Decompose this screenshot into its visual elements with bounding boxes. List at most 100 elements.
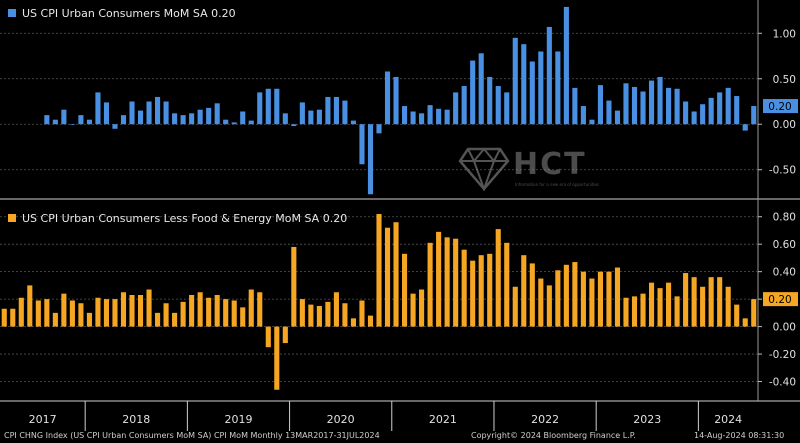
- headline-panel-y-tick-label: 1.00: [773, 28, 796, 40]
- headline-panel-bar: [265, 88, 271, 125]
- core-panel-bar: [683, 273, 689, 327]
- watermark-text: HCT: [513, 147, 587, 182]
- core-panel-bar: [648, 282, 655, 327]
- core-panel-bar: [384, 227, 391, 327]
- core-panel-bar: [504, 242, 510, 327]
- core-panel-bar: [393, 222, 399, 327]
- headline-panel-bar: [146, 101, 152, 125]
- legend-core-cpi-label: US CPI Urban Consumers Less Food & Energ…: [22, 212, 348, 225]
- core-panel-bar: [538, 278, 544, 327]
- headline-panel-bar: [512, 37, 518, 125]
- headline-panel-bar: [674, 88, 680, 125]
- core-panel-bar: [180, 301, 186, 327]
- headline-panel-bar: [78, 115, 84, 125]
- core-panel-bar: [521, 255, 527, 327]
- headline-panel-bar: [734, 96, 740, 125]
- footer-copyright: Copyright© 2024 Bloomberg Finance L.P.: [471, 431, 636, 440]
- headline-panel-bar: [172, 113, 178, 125]
- headline-panel-bar: [291, 124, 297, 127]
- core-panel-bar: [52, 312, 58, 327]
- core-panel-bar: [282, 326, 288, 344]
- core-panel-bar: [666, 282, 672, 327]
- headline-panel-bar: [538, 51, 544, 125]
- headline-panel-bar: [683, 101, 689, 125]
- footer-source: CPI CHNG Index (US CPI Urban Consumers M…: [4, 431, 380, 440]
- x-year-label: 2020: [327, 413, 355, 426]
- core-panel-bar: [78, 303, 84, 327]
- core-panel-bar: [572, 262, 578, 327]
- core-panel-bar: [657, 288, 663, 327]
- core-panel-bar: [325, 301, 331, 327]
- core-panel-y-tick-label: 0.80: [773, 212, 796, 224]
- headline-panel-bar: [419, 113, 425, 125]
- headline-panel-y-tick-label: 0.00: [773, 119, 796, 131]
- core-panel-bar: [69, 300, 75, 327]
- headline-panel-bar: [137, 110, 144, 125]
- core-panel-bar: [751, 299, 757, 327]
- core-panel-y-tick-label: 0.60: [773, 239, 796, 251]
- core-panel-bar: [291, 246, 297, 327]
- core-panel-bar: [359, 300, 365, 327]
- core-panel-bar: [640, 293, 646, 327]
- core-panel-bar: [367, 315, 374, 327]
- headline-panel-bar: [155, 96, 161, 125]
- legend-headline-cpi-label: US CPI Urban Consumers MoM SA 0.20: [22, 7, 236, 20]
- legend-swatch-blue-icon: [8, 9, 16, 17]
- headline-panel-bar: [52, 119, 58, 125]
- core-panel-bar: [742, 318, 748, 327]
- core-panel-bar: [95, 297, 101, 327]
- headline-panel-bar: [487, 76, 493, 125]
- headline-panel-bar: [708, 97, 714, 125]
- headline-panel-bar: [44, 115, 50, 125]
- core-panel-bar: [700, 286, 706, 327]
- headline-panel-bar: [342, 100, 348, 125]
- headline-panel-bar: [606, 100, 612, 125]
- core-panel-bar: [419, 289, 425, 327]
- core-panel-bar: [717, 277, 723, 327]
- headline-panel-bar: [333, 96, 339, 125]
- core-panel-y-tick-label: -0.40: [769, 377, 796, 389]
- x-year-label: 2018: [122, 413, 150, 426]
- core-panel-bar: [18, 297, 24, 327]
- headline-panel-bar: [631, 86, 638, 125]
- headline-panel-bar: [725, 87, 731, 125]
- headline-panel-bar: [742, 124, 748, 131]
- headline-panel-bar: [86, 119, 92, 125]
- core-panel-bar: [137, 295, 144, 327]
- headline-panel-bar: [69, 124, 75, 125]
- core-panel-bar: [401, 253, 408, 327]
- headline-panel-bar: [495, 86, 501, 125]
- legend-headline-cpi: US CPI Urban Consumers MoM SA 0.20: [8, 7, 236, 20]
- headline-panel-bar: [717, 92, 723, 125]
- core-panel-bar: [606, 271, 612, 327]
- headline-panel-bar: [444, 109, 450, 125]
- headline-panel-bar: [189, 113, 195, 125]
- headline-panel-last-value-label: 0.20: [768, 101, 791, 113]
- core-panel-y-tick-label: 0.40: [773, 267, 796, 279]
- headline-panel-bar: [376, 124, 382, 134]
- core-panel-bar: [708, 277, 714, 327]
- headline-panel-bar: [691, 111, 697, 125]
- headline-panel-bar: [359, 124, 365, 165]
- headline-panel-bar: [640, 91, 646, 125]
- headline-panel-bar: [648, 80, 655, 125]
- headline-panel-bar: [427, 105, 433, 125]
- core-panel-bar: [453, 238, 459, 327]
- core-panel-bar: [248, 289, 254, 327]
- core-panel-bar: [512, 286, 518, 327]
- headline-panel-bar: [206, 107, 212, 125]
- core-panel-bar: [478, 255, 484, 327]
- headline-panel-bar: [700, 104, 706, 125]
- core-panel-bar: [436, 231, 442, 327]
- headline-panel-y-tick-label: -0.50: [769, 165, 796, 177]
- x-year-label: 2021: [429, 413, 457, 426]
- headline-panel-bar: [555, 51, 561, 125]
- headline-panel-bar: [657, 76, 663, 125]
- headline-panel-bar: [393, 76, 399, 125]
- headline-panel-bar: [521, 44, 527, 125]
- headline-panel-bar: [401, 106, 408, 125]
- headline-panel-bar: [180, 115, 186, 125]
- headline-panel-bar: [231, 122, 237, 125]
- headline-panel-bar: [274, 88, 280, 125]
- headline-panel-bar: [453, 92, 459, 125]
